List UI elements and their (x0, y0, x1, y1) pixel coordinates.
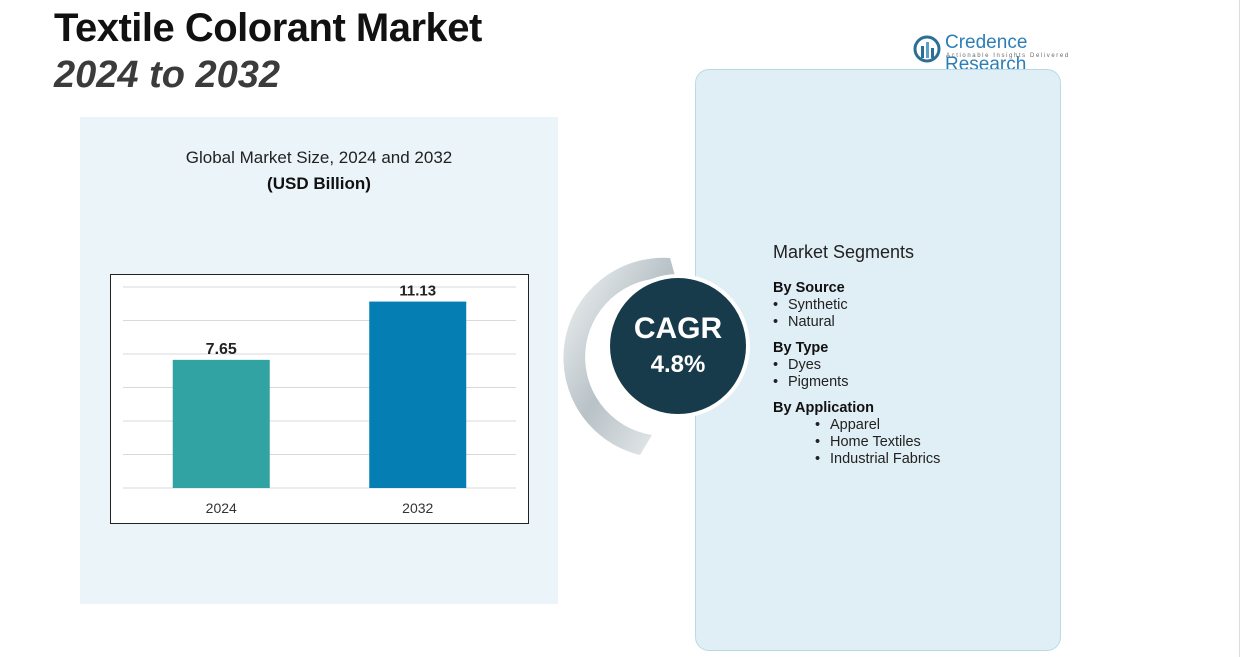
segment-group-type: By Type Dyes Pigments (773, 339, 1043, 391)
data-label: 11.13 (399, 283, 436, 300)
x-tick-label: 2024 (206, 500, 237, 516)
data-label: 7.65 (206, 341, 237, 358)
x-tick-label: 2032 (402, 500, 433, 516)
segment-item: Home Textiles (773, 434, 1043, 451)
segment-item: Pigments (773, 374, 1043, 391)
page-title: Textile Colorant Market (54, 6, 482, 50)
segment-group-source: By Source Synthetic Natural (773, 279, 1043, 331)
chart-title: Global Market Size, 2024 and 2032 (185, 148, 453, 167)
page-subtitle: 2024 to 2032 (54, 54, 281, 96)
segment-group-application: By Application Apparel Home Textiles Ind… (773, 399, 1043, 468)
segment-group-title: By Source (773, 280, 845, 296)
bar-chart: 7.65 2024 11.13 2032 (123, 283, 516, 516)
segment-item: Synthetic (773, 297, 1043, 314)
page-edge (1239, 0, 1240, 657)
cagr-badge (606, 274, 750, 418)
cagr-arc-decoration (563, 257, 676, 455)
chart-unit-label: (USD Billion) (267, 174, 371, 193)
logo-icon (913, 35, 941, 63)
cagr-label: CAGR (633, 312, 723, 345)
segments-heading: Market Segments (773, 242, 915, 262)
segment-item: Natural (773, 314, 1043, 331)
bar-2024 (172, 359, 270, 488)
segment-group-title: By Application (773, 400, 874, 416)
market-segments: Market Segments By Source Synthetic Natu… (773, 242, 1043, 476)
brand-logo: Credence Research Actionable Insights De… (913, 32, 1103, 75)
segment-item: Dyes (773, 357, 1043, 374)
segment-item: Industrial Fabrics (773, 451, 1043, 468)
bar-chart-frame: 7.65 2024 11.13 2032 (110, 274, 529, 524)
bar-2032 (369, 301, 467, 488)
logo-tagline: Actionable Insights Delivered (946, 53, 1070, 59)
segment-group-title: By Type (773, 340, 829, 356)
segment-item: Apparel (773, 417, 1043, 434)
cagr-value: 4.8% (650, 351, 706, 378)
